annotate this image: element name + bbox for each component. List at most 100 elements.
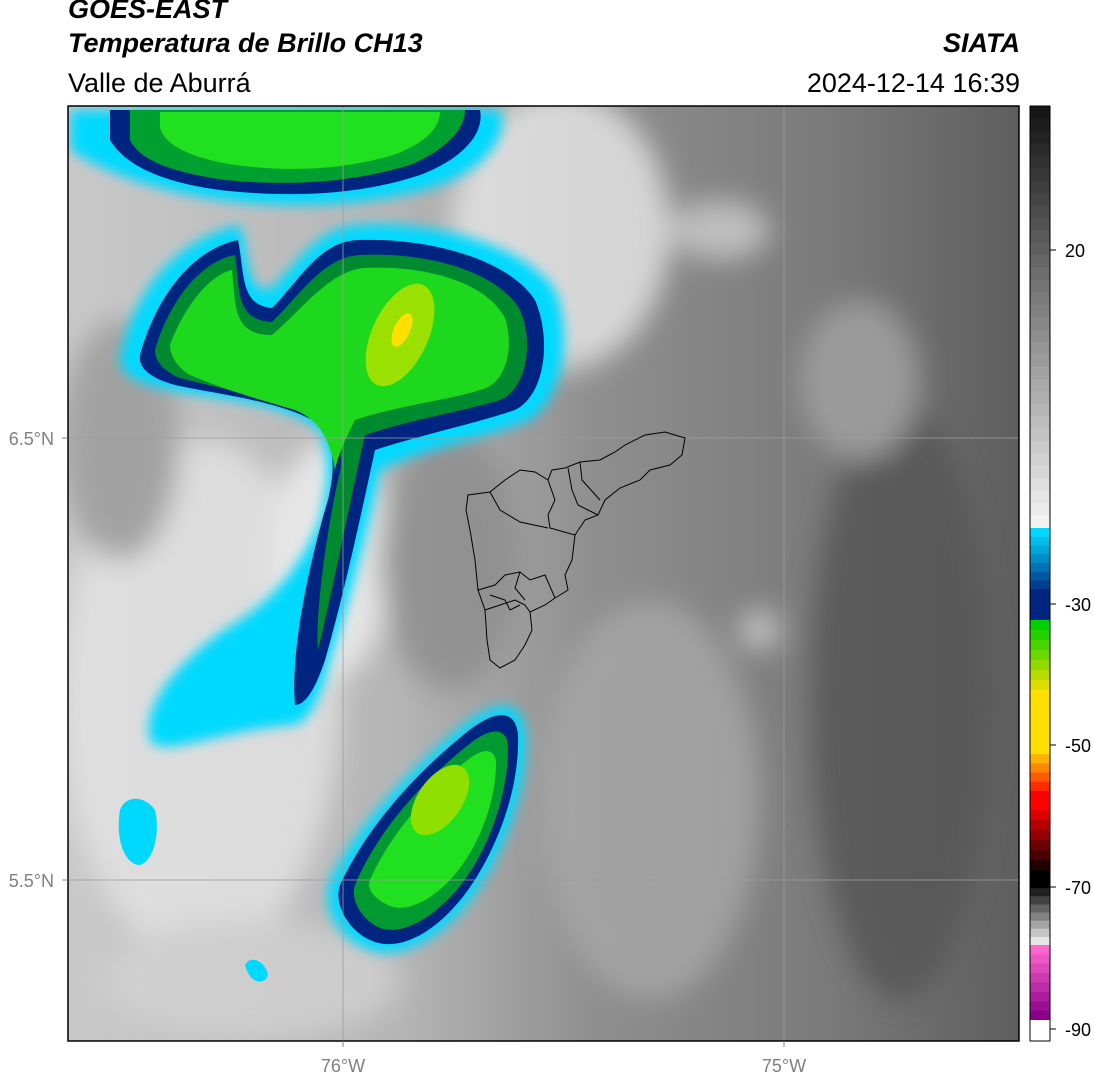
- colorbar-step-27: [1030, 441, 1050, 455]
- colorbar-step-74: [1030, 896, 1050, 905]
- map-graticule: [68, 106, 1019, 1041]
- lat-label-5-5n: 5.5°N: [9, 871, 54, 891]
- lat-label-6-5n: 6.5°N: [9, 429, 54, 449]
- colorbar-step-41: [1030, 589, 1050, 599]
- satellite-title: GOES-EAST: [68, 0, 228, 24]
- colorbar-step-80: [1030, 945, 1050, 955]
- region-subtitle: Valle de Aburrá: [68, 68, 251, 98]
- colorbar-step-24: [1030, 403, 1050, 417]
- colorbar-step-71: [1030, 870, 1050, 881]
- colorbar-step-59: [1030, 754, 1050, 764]
- colorbar-step-30: [1030, 478, 1050, 492]
- colorbar-step-23: [1030, 391, 1050, 405]
- colorbar-step-35: [1030, 536, 1050, 547]
- colorbar-label-minus90: -90: [1065, 1020, 1091, 1040]
- colorbar-step-17: [1030, 317, 1050, 331]
- colorbar-step-76: [1030, 912, 1050, 922]
- colorbar-step-61: [1030, 772, 1050, 783]
- colorbar-label-20: 20: [1065, 241, 1085, 261]
- colorbar-step-20: [1030, 354, 1050, 368]
- colorbar-step-5: [1030, 168, 1050, 182]
- colorbar-step-55: [1030, 690, 1050, 701]
- colorbar-step-78: [1030, 928, 1050, 938]
- map-frame: [67, 105, 1020, 1042]
- colorbar-step-26: [1030, 428, 1050, 442]
- colorbar-step-77: [1030, 920, 1050, 930]
- colorbar-ticks: [1050, 249, 1056, 1030]
- colorbar-step-2: [1030, 130, 1050, 144]
- lon-label-76w: 76°W: [321, 1056, 365, 1076]
- agency-label: SIATA: [943, 28, 1020, 58]
- colorbar-step-58: [1030, 745, 1050, 755]
- colorbar-step-40: [1030, 580, 1050, 590]
- colorbar-step-37: [1030, 554, 1050, 564]
- colorbar-step-25: [1030, 416, 1050, 430]
- colorbar-step-16: [1030, 304, 1050, 318]
- colorbar-step-15: [1030, 292, 1050, 306]
- colorbar-step-36: [1030, 545, 1050, 555]
- axis-ticks: [62, 437, 785, 1047]
- colorbar-step-57: [1030, 722, 1050, 746]
- colorbar-label-minus30: -30: [1065, 595, 1091, 615]
- colorbar-label-minus50: -50: [1065, 736, 1091, 756]
- colorbar-step-82: [1030, 963, 1050, 974]
- colorbar-step-87: [1030, 1010, 1050, 1021]
- colorbar-frame: [1029, 105, 1051, 1042]
- lon-label-75w: 75°W: [762, 1056, 806, 1076]
- colorbar: [1030, 106, 1050, 1042]
- colorbar-step-13: [1030, 267, 1050, 281]
- colorbar-step-52: [1030, 660, 1050, 671]
- colorbar-step-31: [1030, 490, 1050, 504]
- colorbar-step-50: [1030, 640, 1050, 651]
- colorbar-step-60: [1030, 763, 1050, 774]
- colorbar-step-51: [1030, 650, 1050, 661]
- colorbar-step-64: [1030, 800, 1050, 811]
- colorbar-step-67: [1030, 830, 1050, 841]
- convective-cloud-top: [70, 110, 502, 205]
- colorbar-step-22: [1030, 379, 1050, 393]
- colorbar-step-48: [1030, 620, 1050, 631]
- colorbar-label-minus70: -70: [1065, 878, 1091, 898]
- colorbar-step-9: [1030, 217, 1050, 231]
- colorbar-step-11: [1030, 242, 1050, 256]
- colorbar-step-1: [1030, 118, 1050, 132]
- colorbar-step-21: [1030, 366, 1050, 380]
- colorbar-step-72: [1030, 880, 1050, 889]
- colorbar-step-33: [1030, 515, 1050, 529]
- aburra-valley-boundaries: [465, 431, 686, 669]
- colorbar-step-28: [1030, 453, 1050, 467]
- datetime-label: 2024-12-14 16:39: [806, 68, 1020, 98]
- colorbar-step-63: [1030, 790, 1050, 801]
- colorbar-step-70: [1030, 860, 1050, 871]
- colorbar-step-3: [1030, 143, 1050, 157]
- convective-cloud-main: [120, 224, 565, 747]
- colorbar-step-86: [1030, 1001, 1050, 1012]
- colorbar-step-88: [1030, 1020, 1050, 1042]
- colorbar-step-29: [1030, 465, 1050, 479]
- colorbar-step-39: [1030, 571, 1050, 582]
- colorbar-step-0: [1030, 106, 1050, 120]
- colorbar-step-6: [1030, 180, 1050, 194]
- product-title: Temperatura de Brillo CH13: [68, 28, 423, 58]
- colorbar-step-68: [1030, 840, 1050, 851]
- colorbar-step-12: [1030, 254, 1050, 268]
- colorbar-step-85: [1030, 991, 1050, 1002]
- colorbar-step-79: [1030, 936, 1050, 946]
- colorbar-step-32: [1030, 503, 1050, 517]
- convective-cloud-bottom: [118, 706, 526, 982]
- colorbar-step-49: [1030, 630, 1050, 641]
- colorbar-step-56: [1030, 700, 1050, 724]
- colorbar-step-81: [1030, 954, 1050, 965]
- colorbar-step-19: [1030, 341, 1050, 355]
- colorbar-step-75: [1030, 904, 1050, 914]
- colorbar-step-66: [1030, 820, 1050, 831]
- colorbar-step-34: [1030, 528, 1050, 538]
- colorbar-step-18: [1030, 329, 1050, 343]
- colorbar-step-65: [1030, 810, 1050, 821]
- colorbar-step-10: [1030, 230, 1050, 244]
- colorbar-step-69: [1030, 850, 1050, 861]
- colorbar-step-54: [1030, 680, 1050, 691]
- colorbar-step-84: [1030, 982, 1050, 993]
- colorbar-step-53: [1030, 670, 1050, 681]
